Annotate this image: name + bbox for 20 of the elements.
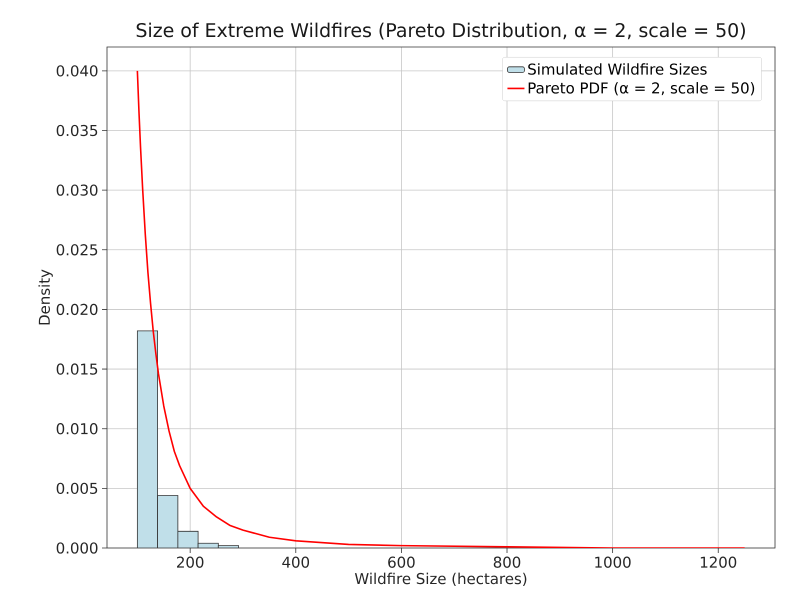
y-axis-title: Density [38, 270, 53, 324]
y-tick-label: 0.015 [56, 363, 98, 375]
y-tick-label: 0.005 [56, 482, 98, 494]
x-tick-label: 200 [177, 556, 204, 568]
y-tick-label: 0.035 [56, 124, 98, 136]
x-tick-label: 800 [494, 556, 520, 568]
y-tick-label: 0.020 [56, 304, 98, 316]
x-axis-title: Wildfire Size (hectares) [354, 572, 526, 586]
x-tick-label: 1000 [595, 556, 631, 568]
x-tick-label: 400 [282, 556, 310, 568]
legend-label: Simulated Wildfire Sizes [528, 63, 707, 75]
y-tick-label: 0.025 [56, 244, 98, 256]
y-tick-label: 0.000 [56, 542, 98, 554]
chart-title: Size of Extreme Wildfires (Pareto Distribution, α = 2, scale = 50) [136, 22, 745, 40]
y-tick-label: 0.010 [56, 423, 98, 434]
legend-label: Pareto PDF (α = 2, scale = 50) [528, 82, 754, 96]
x-tick-label: 1200 [700, 556, 736, 568]
x-tick-label: 600 [388, 556, 415, 568]
y-tick-label: 0.040 [56, 65, 98, 77]
y-tick-label: 0.030 [56, 184, 98, 196]
